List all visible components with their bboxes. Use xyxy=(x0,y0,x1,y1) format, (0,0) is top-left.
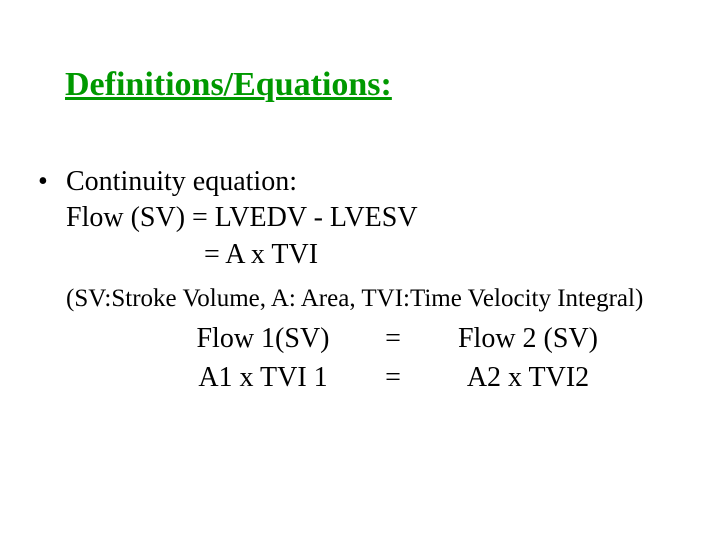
eq-mid: = xyxy=(358,320,428,358)
slide-body: • Continuity equation: Flow (SV) = LVEDV… xyxy=(38,164,678,397)
equation-line-1: Flow (SV) = LVEDV - LVESV xyxy=(66,200,678,236)
bullet-item: • Continuity equation: xyxy=(38,164,678,200)
equation-line-2: = A x TVI xyxy=(204,237,678,273)
slide: Definitions/Equations: • Continuity equa… xyxy=(0,0,720,540)
equation-table: Flow 1(SV) = Flow 2 (SV) A1 x TVI 1 = A2… xyxy=(168,320,628,397)
slide-title: Definitions/Equations: xyxy=(65,66,392,104)
table-row: A1 x TVI 1 = A2 x TVI2 xyxy=(168,359,628,397)
eq-right: A2 x TVI2 xyxy=(428,359,628,397)
bullet-text-line1: Continuity equation: xyxy=(66,164,678,200)
bullet-icon: • xyxy=(38,164,66,200)
eq-mid: = xyxy=(358,359,428,397)
definitions-text: (SV:Stroke Volume, A: Area, TVI:Time Vel… xyxy=(66,283,678,314)
eq-right: Flow 2 (SV) xyxy=(428,320,628,358)
eq-left: A1 x TVI 1 xyxy=(168,359,358,397)
table-row: Flow 1(SV) = Flow 2 (SV) xyxy=(168,320,628,358)
eq-left: Flow 1(SV) xyxy=(168,320,358,358)
